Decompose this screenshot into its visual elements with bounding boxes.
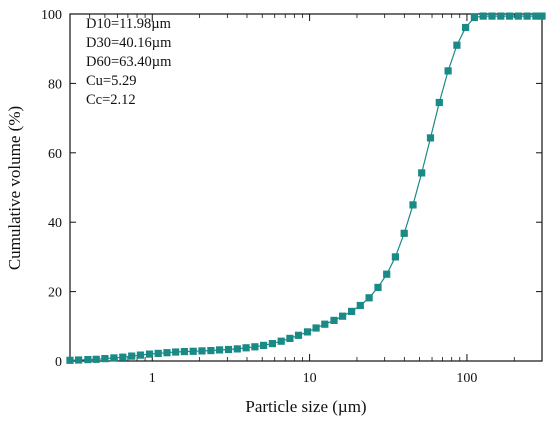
annotation-line: Cu=5.29 (86, 73, 136, 89)
data-point (128, 352, 136, 360)
data-point (180, 348, 188, 356)
data-point (453, 41, 461, 49)
data-point (224, 345, 233, 354)
data-point (277, 337, 285, 345)
data-point (260, 341, 268, 349)
data-point (207, 347, 215, 355)
annotation-line: D60=63.40µm (86, 54, 172, 70)
y-tick-label: 60 (48, 147, 62, 162)
data-point (163, 349, 171, 357)
data-point (418, 169, 426, 177)
x-tick-label: 1 (149, 371, 156, 386)
data-point (348, 307, 356, 315)
data-point (400, 229, 408, 237)
data-point (488, 12, 496, 20)
data-point (356, 301, 364, 310)
data-point (198, 347, 206, 355)
data-point (294, 331, 303, 339)
data-point (514, 12, 522, 20)
data-point (154, 349, 162, 357)
x-tick-label: 10 (303, 371, 317, 386)
data-point (136, 351, 144, 359)
data-point (119, 353, 127, 361)
data-point (409, 201, 417, 209)
data-point (92, 355, 100, 363)
data-point (189, 347, 197, 355)
data-point (383, 270, 391, 278)
y-tick-label: 20 (48, 286, 62, 301)
data-point (216, 346, 224, 354)
data-point (172, 348, 180, 356)
data-point (66, 356, 74, 364)
data-point (321, 320, 329, 328)
y-tick-label: 40 (48, 216, 62, 231)
data-point (268, 340, 276, 348)
data-point (435, 98, 443, 107)
data-point (339, 312, 347, 320)
data-point (242, 344, 250, 352)
data-point (233, 345, 241, 353)
data-point (286, 334, 294, 342)
data-point (75, 356, 83, 364)
data-point (532, 12, 540, 20)
data-point (506, 12, 514, 20)
plot-frame (69, 13, 543, 362)
data-point (374, 283, 382, 291)
data-point (365, 294, 373, 302)
data-point (391, 253, 399, 261)
data-point (470, 13, 478, 22)
y-tick-label: 100 (41, 8, 62, 23)
x-tick-label: 100 (456, 371, 477, 386)
annotation-block: D10=11.98µm D30=40.16µm D60=63.40µm Cu=5.29… (86, 16, 172, 108)
data-point (312, 324, 320, 332)
annotation-line: Cc=2.12 (86, 92, 136, 108)
data-point (523, 12, 531, 20)
data-point (84, 356, 92, 364)
data-point (462, 23, 470, 32)
data-point (251, 343, 259, 351)
y-tick-label: 80 (48, 77, 62, 92)
x-axis-title: Particle size (µm) (245, 397, 366, 416)
data-point (330, 316, 338, 324)
y-tick-label: 0 (55, 355, 62, 370)
data-point (479, 12, 487, 20)
data-point (145, 350, 154, 358)
data-point (110, 354, 118, 362)
data-point (426, 134, 435, 142)
y-axis-ticks: 0 20 40 60 80 100 (41, 8, 542, 370)
data-point (303, 328, 312, 336)
data-point (101, 355, 109, 363)
y-axis-title: Cumulative volume (%) (5, 106, 24, 270)
data-point (538, 12, 546, 20)
series-markers (66, 12, 546, 364)
annotation-line: D30=40.16µm (86, 35, 172, 51)
data-point (444, 67, 452, 75)
data-point (497, 12, 505, 20)
annotation-line: D10=11.98µm (86, 16, 172, 32)
